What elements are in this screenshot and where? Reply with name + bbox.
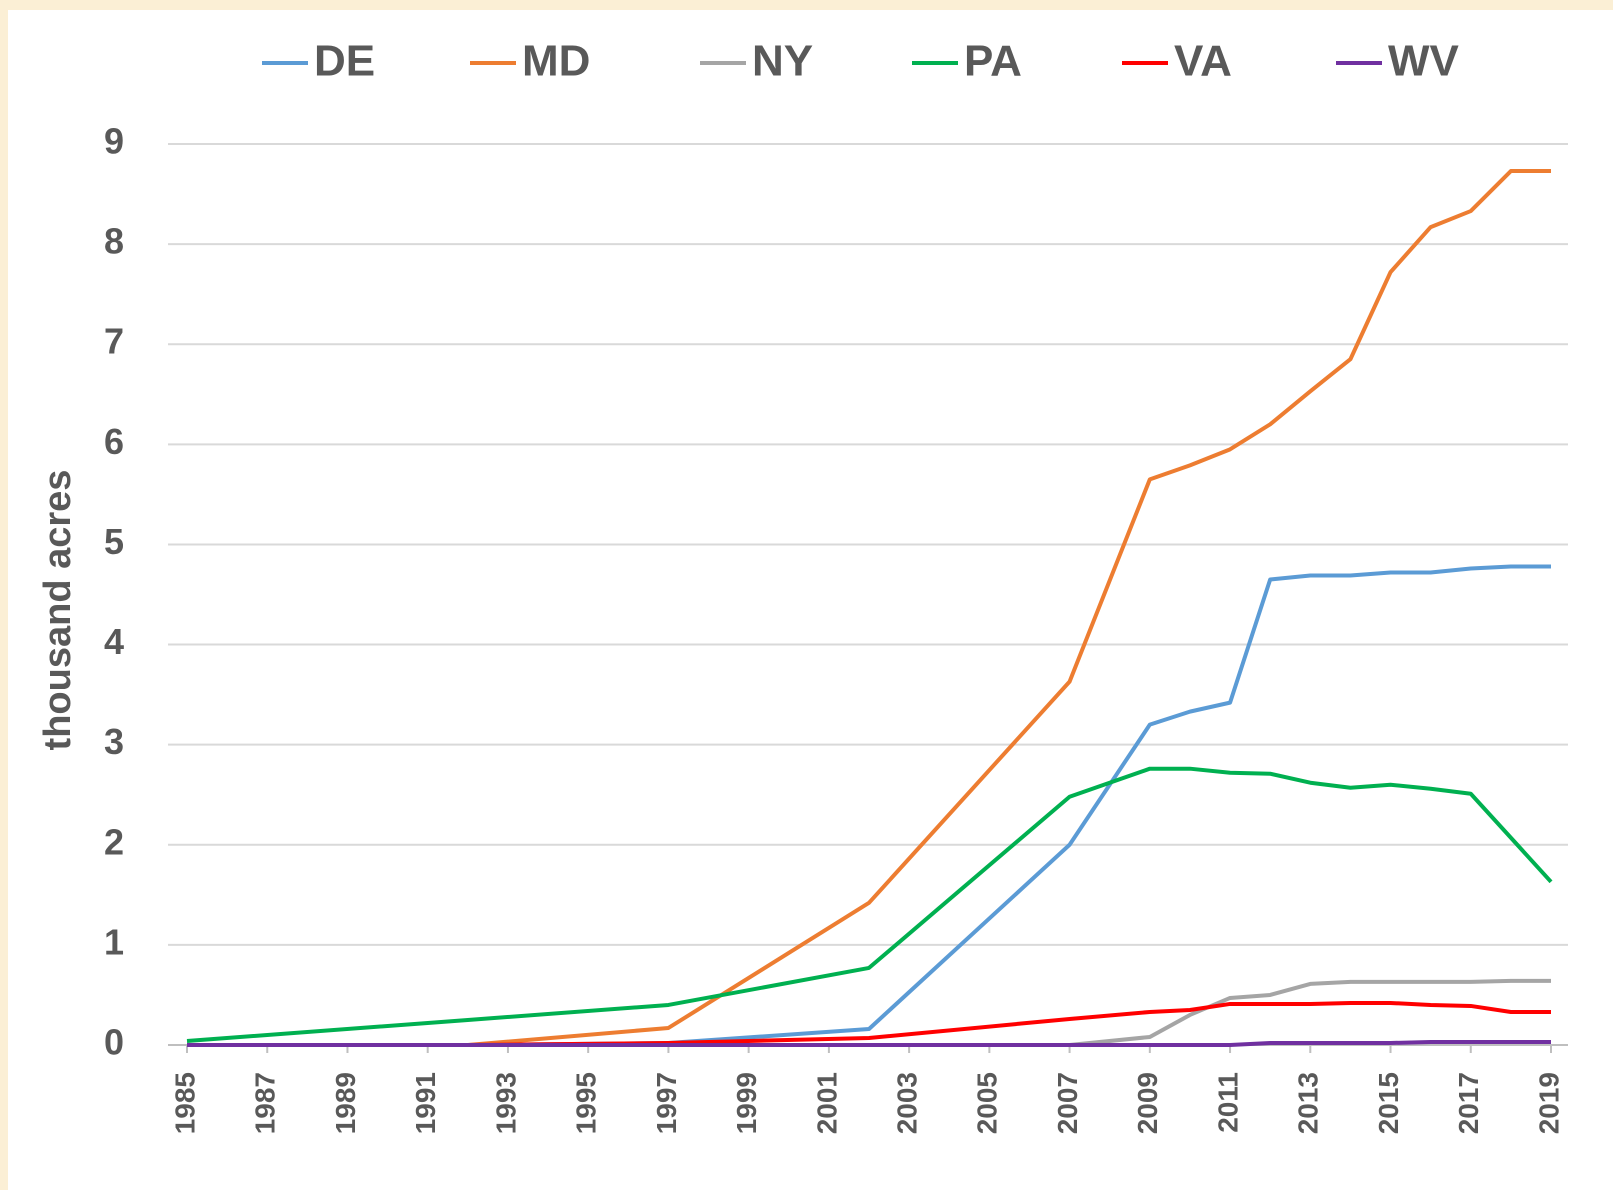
y-tick-label: 8 [104, 221, 124, 262]
x-tick-label: 1985 [169, 1072, 200, 1134]
x-tick-label: 2003 [892, 1072, 923, 1134]
y-tick-label: 1 [104, 921, 124, 962]
legend-label: MD [522, 37, 590, 86]
x-tick-label: 2017 [1453, 1072, 1484, 1134]
series-line [187, 564, 1551, 1047]
y-tick-label: 9 [104, 121, 124, 162]
y-tick-label: 7 [104, 321, 124, 362]
legend-label: WV [1388, 37, 1460, 86]
legend-label: DE [314, 37, 375, 86]
legend-label: PA [964, 37, 1022, 86]
x-tick-label: 1995 [571, 1072, 602, 1134]
x-tick-label: 2007 [1052, 1072, 1083, 1134]
x-tick-label: 2013 [1293, 1072, 1324, 1134]
series-line [187, 1000, 1551, 1047]
x-tick-label: 1997 [651, 1072, 682, 1134]
x-tick-label: 1987 [250, 1072, 281, 1134]
x-tick-label: 1989 [330, 1072, 361, 1134]
y-tick-label: 0 [104, 1022, 124, 1063]
x-tick-label: 1999 [731, 1072, 762, 1134]
x-tick-label: 2009 [1132, 1072, 1163, 1134]
legend-label: VA [1174, 37, 1232, 86]
y-tick-label: 5 [104, 521, 124, 562]
y-tick-label: 2 [104, 821, 124, 862]
x-tick-label: 2019 [1533, 1072, 1564, 1134]
series-line [187, 1039, 1551, 1047]
x-tick-label: 2015 [1373, 1072, 1404, 1134]
plot-panel [8, 10, 1613, 1190]
x-tick-label: 2011 [1212, 1072, 1243, 1133]
series-line [187, 169, 1551, 1047]
x-tick-label: 2005 [972, 1072, 1003, 1134]
legend-label: NY [752, 37, 813, 86]
y-tick-label: 6 [104, 421, 124, 462]
y-tick-label: 4 [104, 621, 124, 662]
x-tick-label: 2001 [811, 1072, 842, 1134]
series-line [186, 766, 1553, 1043]
x-tick-label: 1993 [490, 1072, 521, 1134]
x-tick-label: 1991 [410, 1072, 441, 1134]
y-axis-label: thousand acres [37, 470, 79, 751]
y-tick-label: 3 [104, 721, 124, 762]
